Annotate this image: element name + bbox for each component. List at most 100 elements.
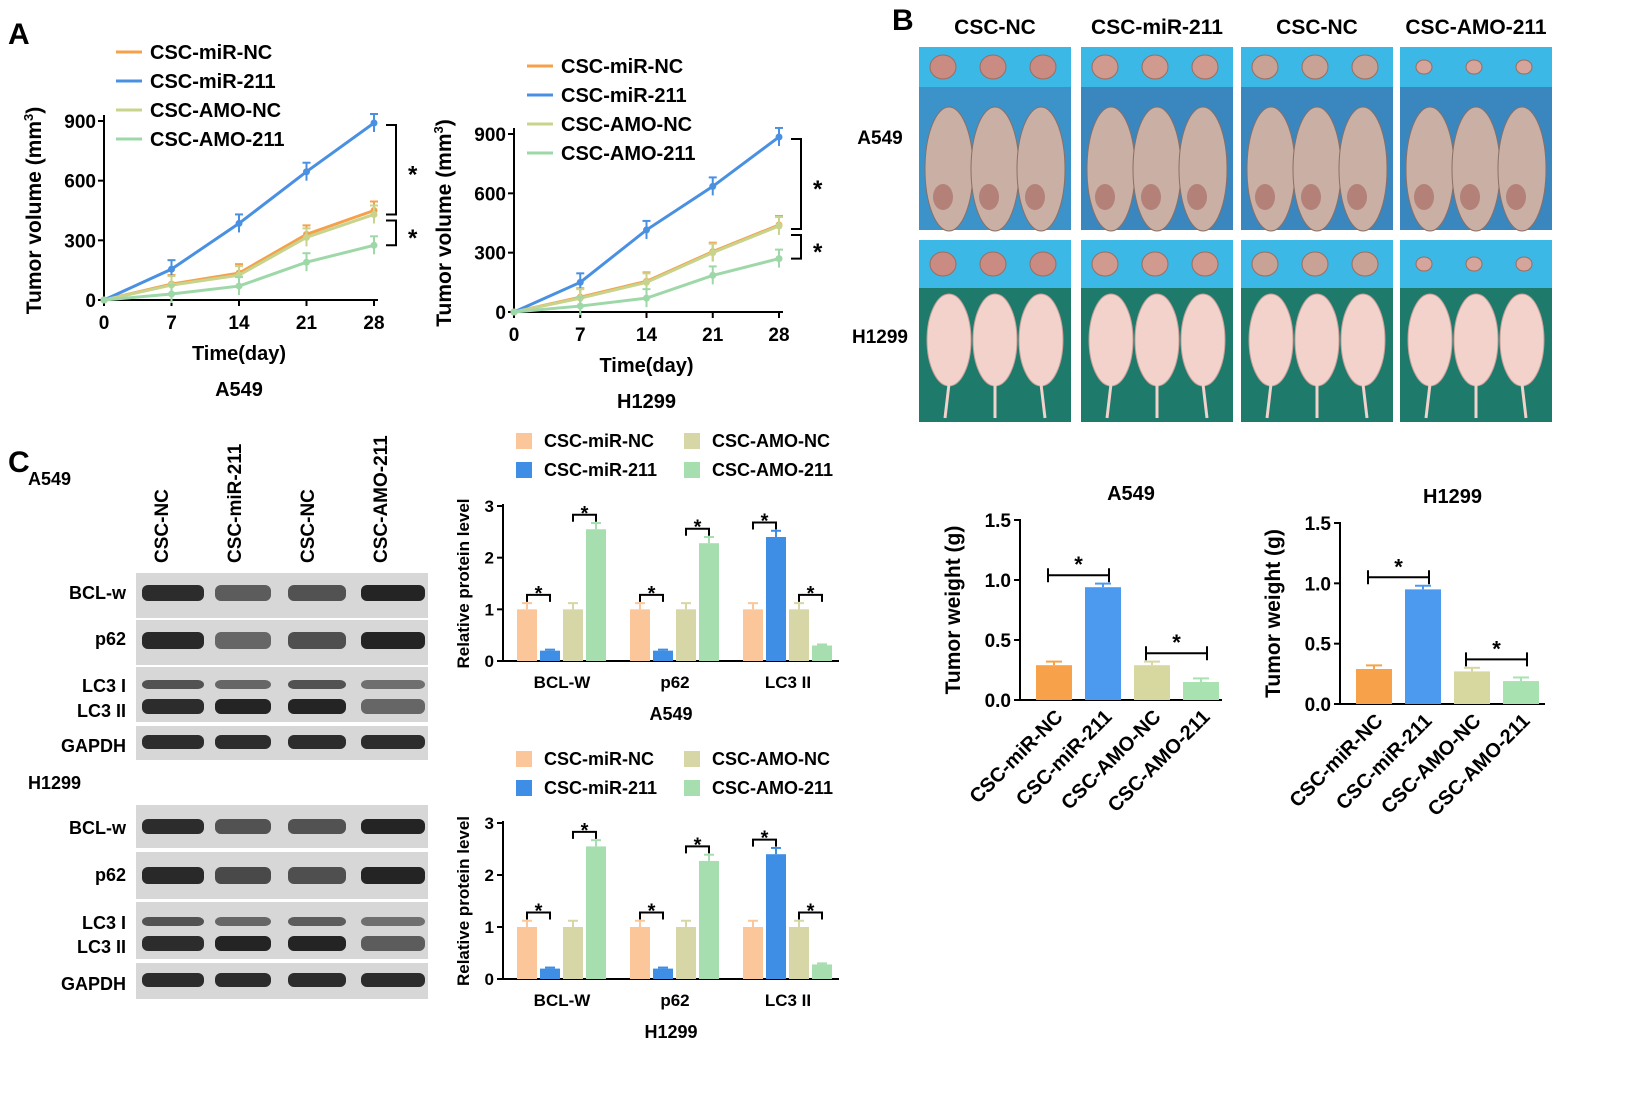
excised-tumor bbox=[1141, 54, 1169, 80]
mouse-body bbox=[1018, 293, 1064, 387]
blot-row-label: GAPDH bbox=[61, 736, 126, 756]
legend-label: CSC-AMO-NC bbox=[712, 749, 830, 769]
mouse-body bbox=[1451, 106, 1501, 232]
legend-label: CSC-miR-NC bbox=[150, 42, 272, 64]
legend-swatch bbox=[684, 780, 700, 796]
blot-band bbox=[288, 585, 346, 601]
mouse-tumor bbox=[933, 184, 953, 210]
blot-cell-label: H1299 bbox=[28, 773, 81, 793]
data-point bbox=[510, 308, 518, 316]
data-point bbox=[643, 294, 650, 302]
western-blot-h1299: H1299 BCL-w p62 LC3 I LC3 II GAPDH bbox=[28, 773, 428, 999]
data-point bbox=[303, 258, 310, 266]
mouse-body bbox=[926, 293, 972, 387]
mouse-tail bbox=[1201, 383, 1209, 419]
legend-label: CSC-miR-211 bbox=[561, 85, 687, 107]
excised-tumor bbox=[1091, 54, 1119, 80]
x-tick-label: 21 bbox=[702, 325, 724, 346]
blot-band bbox=[361, 917, 425, 926]
blot-band bbox=[142, 632, 204, 649]
legend-label: CSC-miR-211 bbox=[544, 460, 657, 480]
mouse-tumor bbox=[1255, 184, 1275, 210]
bar bbox=[586, 846, 606, 979]
data-point bbox=[576, 278, 584, 286]
excised-tumor bbox=[1351, 251, 1379, 277]
photo-row-label: A549 bbox=[857, 128, 902, 149]
data-point bbox=[235, 282, 243, 290]
mouse-tail bbox=[1265, 383, 1273, 419]
mouse-tail bbox=[1520, 383, 1528, 419]
blot-band bbox=[142, 973, 204, 987]
y-tick-label: 1.5 bbox=[1305, 514, 1332, 535]
legend-label: CSC-miR-NC bbox=[544, 749, 654, 769]
significance-marker: * bbox=[813, 239, 823, 266]
significance-marker: * bbox=[581, 820, 589, 842]
blot-band bbox=[361, 735, 425, 749]
significance-marker: * bbox=[581, 503, 589, 525]
data-point bbox=[235, 219, 243, 227]
blot-band bbox=[288, 735, 346, 749]
mouse-body bbox=[1016, 106, 1066, 232]
significance-bracket bbox=[386, 219, 397, 247]
blot-band bbox=[361, 819, 425, 834]
panel-label-a: A bbox=[8, 18, 30, 51]
bar bbox=[563, 927, 583, 979]
photo-group-label: CSC-AMO-211 bbox=[1405, 16, 1547, 39]
significance-bracket bbox=[1047, 568, 1110, 583]
data-point bbox=[370, 119, 378, 127]
legend-label: CSC-miR-211 bbox=[544, 778, 657, 798]
significance-marker: * bbox=[761, 511, 769, 533]
legend-label: CSC-AMO-211 bbox=[712, 460, 833, 480]
legend-label: CSC-AMO-211 bbox=[561, 143, 695, 165]
data-point bbox=[370, 210, 378, 218]
mouse-photo-grid: CSC-NC CSC-miR-211 CSC-NC CSC-AMO-211 A549 H1… bbox=[852, 16, 1552, 422]
data-point bbox=[709, 182, 717, 190]
y-tick-label: 900 bbox=[64, 112, 96, 133]
blot-band bbox=[215, 917, 271, 926]
y-tick-label: 3 bbox=[485, 497, 494, 516]
blot-band bbox=[361, 867, 425, 884]
bar bbox=[812, 645, 832, 661]
significance-marker: * bbox=[761, 828, 769, 850]
y-tick-label: 1 bbox=[485, 918, 494, 937]
significance-bracket bbox=[386, 123, 397, 216]
mouse-body bbox=[1180, 293, 1226, 387]
y-tick-label: 0 bbox=[495, 303, 506, 324]
excised-tumor bbox=[929, 54, 957, 80]
blot-band bbox=[142, 735, 204, 749]
mouse-tumor bbox=[1460, 184, 1480, 210]
legend-label: CSC-miR-211 bbox=[150, 71, 276, 93]
bar bbox=[789, 927, 809, 979]
mouse-tumor bbox=[1506, 184, 1526, 210]
bar bbox=[1183, 682, 1219, 700]
excised-tumor bbox=[1191, 251, 1219, 277]
x-tick-label: 0 bbox=[509, 325, 520, 346]
chart-title: A549 bbox=[649, 704, 692, 724]
x-tick-label: LC3 II bbox=[765, 673, 811, 692]
bar bbox=[676, 609, 696, 661]
bar bbox=[1085, 587, 1121, 700]
x-tick-label: 21 bbox=[296, 313, 318, 334]
legend-swatch bbox=[684, 751, 700, 767]
legend-swatch bbox=[684, 462, 700, 478]
significance-bracket bbox=[798, 593, 823, 602]
blot-row-label: LC3 II bbox=[77, 701, 126, 721]
blot-band bbox=[288, 867, 346, 884]
significance-marker: * bbox=[535, 583, 543, 605]
mouse-tumor bbox=[979, 184, 999, 210]
x-tick-label: 14 bbox=[636, 325, 658, 346]
mouse-body bbox=[1497, 106, 1547, 232]
chart-title: H1299 bbox=[644, 1022, 697, 1042]
chart-title: A549 bbox=[215, 379, 263, 401]
significance-bracket bbox=[752, 838, 777, 847]
significance-bracket bbox=[791, 137, 802, 230]
x-tick-label: 7 bbox=[575, 325, 586, 346]
chart-title: A549 bbox=[1107, 483, 1155, 505]
blot-band bbox=[288, 699, 346, 714]
significance-marker: * bbox=[535, 900, 543, 922]
mouse-body bbox=[1246, 106, 1296, 232]
mouse-body bbox=[1453, 293, 1499, 387]
data-point bbox=[709, 249, 717, 257]
blot-band bbox=[215, 819, 271, 834]
significance-marker: * bbox=[648, 583, 656, 605]
